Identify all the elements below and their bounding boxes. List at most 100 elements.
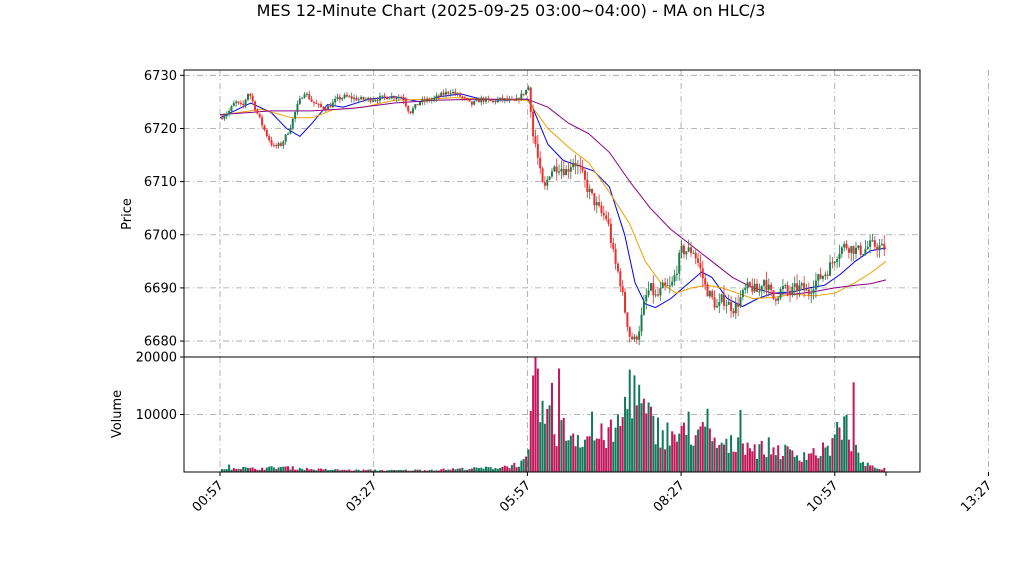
volume-bar (223, 469, 226, 472)
volume-bar (353, 470, 356, 472)
candle-body (301, 97, 304, 99)
candle-body (440, 92, 443, 97)
candle-body (525, 90, 528, 95)
volume-bar (489, 467, 492, 472)
volume-axis-label: Volume (110, 390, 125, 438)
volume-bar (437, 470, 440, 472)
volume-bar (409, 470, 412, 472)
candle-body (437, 95, 440, 97)
candle-body (654, 294, 657, 296)
candle-body (854, 247, 857, 254)
volume-bar (715, 448, 718, 472)
candle-body (336, 96, 339, 99)
volume-bar (558, 368, 561, 472)
volume-bar (725, 438, 728, 472)
price-axis-label: Price (120, 198, 135, 230)
candle-body (383, 95, 386, 97)
volume-bar (756, 458, 759, 472)
volume-bar (871, 465, 874, 472)
candle-body (355, 97, 358, 101)
volume-bar (331, 469, 334, 472)
volume-bar (593, 440, 596, 472)
volume-bar (711, 441, 714, 472)
volume-bar (857, 452, 860, 472)
candle-body (416, 104, 419, 106)
candle-body (786, 285, 789, 291)
candle-body (737, 303, 740, 307)
candle-body (767, 284, 770, 290)
volume-bar (836, 421, 839, 472)
volume-bar (840, 439, 843, 472)
candle-body (720, 294, 723, 302)
volume-bar (334, 469, 337, 472)
volume-bar (449, 469, 452, 472)
candle-body (741, 289, 744, 298)
volume-bar (659, 447, 662, 472)
candle-body (353, 97, 356, 99)
volume-bar (546, 408, 549, 472)
candle-body (631, 336, 634, 340)
time-axis-label: 00:57 (190, 478, 227, 515)
volume-bar (553, 434, 556, 472)
candle-body (374, 100, 377, 102)
volume-bar (694, 435, 697, 472)
volume-bar (393, 470, 396, 472)
volume-bar (866, 462, 869, 472)
candle-body (225, 114, 228, 117)
volume-bar (598, 438, 601, 472)
candle-body (727, 301, 730, 305)
candle-body (322, 106, 325, 109)
candle-body (423, 99, 426, 102)
volume-bar (258, 469, 261, 472)
candle-body (657, 294, 660, 296)
volume-bar (767, 437, 770, 472)
volume-bar (737, 437, 740, 472)
volume-bar (249, 467, 252, 472)
candle-body (711, 291, 714, 298)
volume-bar (463, 470, 466, 472)
volume-bar (810, 453, 813, 472)
candle-body (442, 92, 445, 95)
candle-body (402, 97, 405, 101)
volume-bar (277, 467, 280, 472)
volume-bar (873, 467, 876, 472)
volume-bar (777, 445, 780, 472)
candle-body (850, 246, 853, 253)
candle-body (770, 284, 773, 291)
candle-body (699, 262, 702, 269)
candle-body (807, 289, 810, 295)
candle-body (607, 219, 610, 224)
volume-bar (442, 468, 445, 472)
volume-bar (616, 414, 619, 472)
volume-bar (845, 414, 848, 472)
volume-bar (291, 466, 294, 472)
candle-body (503, 98, 506, 100)
candle-body (277, 143, 280, 147)
candle-body (661, 282, 664, 289)
candle-body (600, 205, 603, 214)
candle-body (510, 99, 513, 101)
volume-bar (376, 470, 379, 472)
volume-bar (506, 466, 509, 472)
candle-body (263, 125, 266, 130)
volume-bar (421, 470, 424, 472)
candle-body (324, 108, 327, 110)
volume-bar (263, 469, 266, 472)
candle-body (664, 282, 667, 286)
volume-bar (369, 469, 372, 472)
volume-bar (661, 430, 664, 472)
volume-bar (583, 439, 586, 472)
candle-body (475, 99, 478, 101)
ma-line-2 (219, 97, 887, 300)
volume-bar (803, 452, 806, 472)
candle-body (251, 95, 254, 102)
volume-bar (779, 459, 782, 472)
volume-bar (510, 465, 513, 472)
volume-bar (605, 448, 608, 472)
volume-bar (239, 469, 242, 472)
volume-bar (843, 416, 846, 472)
volume-bar (492, 469, 495, 472)
chart-title: MES 12-Minute Chart (2025-09-25 03:00~04… (257, 1, 766, 20)
volume-bar (527, 449, 530, 472)
candle-body (694, 252, 697, 259)
